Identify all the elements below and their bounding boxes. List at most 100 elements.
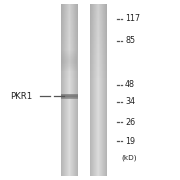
Bar: [62, 4, 63, 176]
Text: 19: 19: [125, 137, 135, 146]
Bar: [61, 11, 78, 12]
Bar: [61, 5, 78, 6]
Bar: [61, 57, 78, 58]
Bar: [90, 28, 107, 30]
Bar: [61, 61, 77, 62]
Bar: [90, 4, 91, 176]
Bar: [90, 30, 107, 31]
Bar: [90, 31, 107, 32]
Text: 117: 117: [125, 14, 140, 23]
Bar: [61, 64, 78, 66]
Bar: [61, 53, 78, 54]
Bar: [61, 34, 78, 35]
Bar: [74, 4, 75, 176]
Bar: [61, 57, 77, 58]
Bar: [90, 53, 107, 54]
Bar: [61, 51, 77, 52]
Bar: [61, 52, 77, 53]
Bar: [61, 68, 77, 69]
Bar: [90, 50, 107, 51]
Bar: [90, 64, 107, 66]
Bar: [61, 50, 77, 51]
Bar: [61, 58, 77, 59]
Bar: [61, 8, 78, 9]
Text: (kD): (kD): [121, 154, 136, 161]
Bar: [61, 70, 77, 71]
Bar: [61, 17, 78, 18]
Bar: [73, 4, 74, 176]
Bar: [90, 58, 107, 60]
Bar: [61, 61, 78, 63]
Bar: [61, 47, 78, 48]
Bar: [61, 59, 77, 60]
Bar: [61, 18, 78, 19]
Bar: [90, 51, 107, 53]
Bar: [75, 4, 76, 176]
Bar: [94, 4, 95, 176]
Bar: [90, 76, 107, 77]
Bar: [90, 12, 107, 14]
Bar: [104, 4, 105, 176]
Bar: [61, 12, 78, 14]
Bar: [65, 4, 66, 176]
Bar: [66, 4, 67, 176]
Bar: [61, 97, 78, 98]
Bar: [102, 4, 103, 176]
Bar: [97, 4, 98, 176]
Bar: [90, 61, 107, 63]
Bar: [61, 35, 78, 37]
Bar: [90, 25, 107, 27]
Bar: [61, 41, 78, 42]
Bar: [61, 71, 78, 73]
Bar: [61, 77, 78, 78]
Bar: [90, 22, 107, 24]
Bar: [61, 25, 78, 27]
Bar: [90, 44, 107, 45]
Bar: [61, 19, 78, 21]
Bar: [61, 55, 78, 57]
Bar: [90, 14, 107, 15]
Bar: [61, 31, 78, 32]
Text: 34: 34: [125, 97, 135, 106]
Bar: [99, 4, 100, 176]
Bar: [61, 60, 78, 61]
Bar: [101, 4, 102, 176]
Bar: [61, 21, 78, 22]
Bar: [90, 18, 107, 19]
Bar: [64, 4, 65, 176]
Bar: [61, 28, 78, 30]
Bar: [61, 22, 78, 24]
Bar: [61, 53, 77, 54]
Bar: [61, 73, 78, 74]
Bar: [61, 60, 77, 61]
Bar: [61, 71, 77, 72]
Bar: [90, 41, 107, 42]
Bar: [90, 45, 107, 47]
Bar: [90, 24, 107, 25]
Bar: [103, 4, 104, 176]
Bar: [90, 70, 107, 71]
Bar: [63, 4, 64, 176]
Bar: [61, 54, 78, 55]
Bar: [90, 67, 107, 68]
Text: PKR1: PKR1: [10, 92, 32, 101]
Bar: [90, 42, 107, 44]
Bar: [90, 73, 107, 74]
Bar: [100, 4, 101, 176]
Bar: [90, 78, 107, 80]
Bar: [61, 76, 78, 77]
Bar: [69, 4, 70, 176]
Bar: [90, 38, 107, 40]
Bar: [61, 63, 77, 64]
Bar: [77, 4, 78, 176]
Bar: [61, 24, 78, 25]
Bar: [67, 4, 68, 176]
Bar: [61, 38, 78, 40]
Bar: [61, 27, 78, 28]
Bar: [61, 48, 78, 50]
Bar: [61, 14, 78, 15]
Bar: [90, 27, 107, 28]
Bar: [61, 69, 77, 70]
Bar: [90, 17, 107, 18]
Bar: [61, 65, 77, 66]
